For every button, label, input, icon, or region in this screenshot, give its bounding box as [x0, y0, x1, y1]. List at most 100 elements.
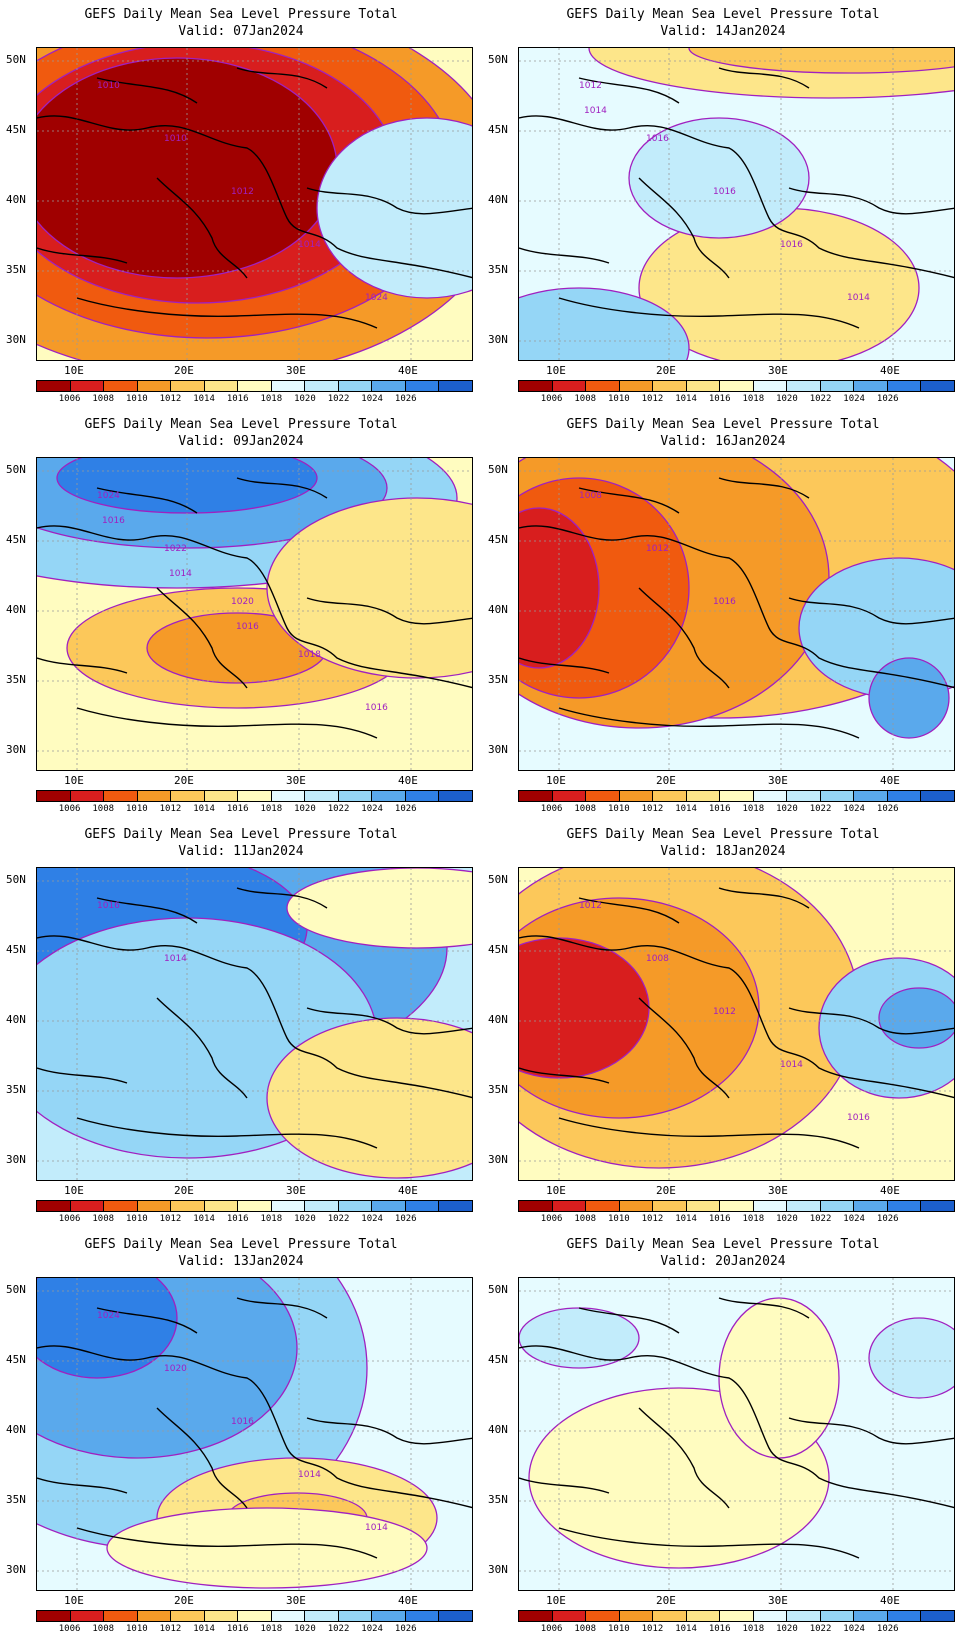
- latitude-label: 50N: [488, 873, 508, 886]
- colorbar-tick-label: 1012: [641, 1214, 664, 1224]
- colorbar-tick-label: 1008: [92, 1214, 115, 1224]
- colorbar: [36, 790, 473, 802]
- colorbar-swatch: [338, 1611, 373, 1621]
- colorbar-tick-label: 1008: [92, 1624, 115, 1634]
- contour-label: 1014: [365, 1523, 388, 1533]
- colorbar: [36, 380, 473, 392]
- panel-title: GEFS Daily Mean Sea Level Pressure Total: [566, 7, 880, 22]
- pressure-contour: [878, 987, 954, 1049]
- longitude-label: 20E: [656, 1184, 676, 1197]
- colorbar-swatch: [887, 791, 922, 801]
- colorbar-swatch: [619, 1201, 654, 1211]
- colorbar-swatch: [439, 381, 472, 391]
- contour-label: 1016: [97, 901, 120, 911]
- colorbar-swatch: [552, 791, 587, 801]
- colorbar-swatch: [204, 1611, 239, 1621]
- contour-label: 1010: [97, 81, 120, 91]
- colorbar-swatch: [854, 1201, 888, 1211]
- colorbar-swatch: [820, 381, 855, 391]
- longitude-label: 10E: [546, 774, 566, 787]
- colorbar-tick-label: 1022: [809, 804, 832, 814]
- colorbar-tick-label: 1012: [159, 1214, 182, 1224]
- colorbar-swatch: [70, 381, 105, 391]
- colorbar-swatch: [586, 791, 620, 801]
- latitude-label: 50N: [488, 1283, 508, 1296]
- longitude-label: 40E: [880, 1594, 900, 1607]
- contour-label: 1016: [713, 187, 736, 197]
- latitude-label: 45N: [488, 943, 508, 956]
- colorbar-swatch: [820, 1201, 855, 1211]
- panel-valid-date: Valid: 14Jan2024: [660, 24, 786, 39]
- colorbar-tick-label: 1014: [675, 394, 697, 404]
- colorbar-swatch: [305, 381, 339, 391]
- map-canvas: 1012 1016 1016 1016 1014 1014: [519, 48, 954, 360]
- pressure-map: 1012 1016 1016 1016 1014 1014: [518, 47, 955, 361]
- colorbar-tick-label: 1026: [394, 804, 417, 814]
- colorbar-swatch: [586, 1201, 620, 1211]
- longitude-label: 30E: [768, 364, 788, 377]
- pressure-contour: [718, 1297, 840, 1459]
- colorbar-swatch: [338, 791, 373, 801]
- latitude-label: 30N: [488, 333, 508, 346]
- colorbar-tick-label: 1010: [126, 804, 148, 814]
- colorbar-swatch: [372, 381, 406, 391]
- colorbar-tick-label: 1006: [58, 1214, 81, 1224]
- longitude-label: 30E: [286, 774, 306, 787]
- coastline-borders: [37, 67, 472, 329]
- colorbar-tick-label: 1014: [193, 804, 215, 814]
- pressure-contour: [688, 48, 954, 74]
- contour-label: 1012: [231, 187, 254, 197]
- colorbar-swatch: [238, 1201, 272, 1211]
- latitude-label: 30N: [488, 1153, 508, 1166]
- contour-label: 1016: [236, 622, 259, 632]
- contour-label: 1012: [579, 81, 602, 91]
- latitude-label: 40N: [6, 1013, 26, 1026]
- colorbar-tick-label: 1016: [708, 394, 731, 404]
- panel-title: GEFS Daily Mean Sea Level Pressure Total: [84, 827, 398, 842]
- coastline-borders: [37, 887, 472, 1149]
- colorbar-tick-label: 1018: [742, 394, 765, 404]
- panel-title: GEFS Daily Mean Sea Level Pressure Total: [84, 1237, 398, 1252]
- colorbar-tick-label: 1008: [574, 804, 597, 814]
- colorbar-tick-label: 1024: [361, 1624, 383, 1634]
- map-panel: GEFS Daily Mean Sea Level Pressure Total…: [0, 820, 482, 1230]
- longitude-label: 40E: [398, 1184, 418, 1197]
- pressure-contour: [316, 117, 472, 299]
- contour-label: 1022: [164, 544, 187, 554]
- colorbar-ticks: 1006 1008 1010 1012 1014 1016 1018 1020 1022 1024…: [518, 1624, 955, 1636]
- colorbar-tick-label: 1006: [540, 1214, 563, 1224]
- map-panel: GEFS Daily Mean Sea Level Pressure Total…: [482, 410, 964, 820]
- colorbar-swatch: [171, 1201, 205, 1211]
- panel-valid-date: Valid: 11Jan2024: [178, 844, 304, 859]
- contour-label: 1016: [646, 134, 669, 144]
- map-panel: GEFS Daily Mean Sea Level Pressure Total…: [482, 1230, 964, 1640]
- contour-label: 1016: [231, 1417, 254, 1427]
- colorbar-swatch: [921, 1201, 954, 1211]
- pressure-map: 1016 1014: [36, 867, 473, 1181]
- colorbar-swatch: [686, 791, 721, 801]
- colorbar: [36, 1610, 473, 1622]
- contour-label: 1014: [169, 569, 192, 579]
- colorbar-swatch: [171, 791, 205, 801]
- colorbar-tick-label: 1014: [675, 804, 697, 814]
- colorbar-ticks: 1006 1008 1010 1012 1014 1016 1018 1020 1022 1024…: [518, 394, 955, 406]
- panel-valid-date: Valid: 07Jan2024: [178, 24, 304, 39]
- contour-label: 1014: [847, 293, 870, 303]
- colorbar-swatch: [619, 1611, 654, 1621]
- panel-valid-date: Valid: 18Jan2024: [660, 844, 786, 859]
- pressure-contour: [519, 287, 690, 360]
- colorbar-swatch: [238, 381, 272, 391]
- colorbar-tick-label: 1022: [327, 804, 350, 814]
- colorbar-swatch: [37, 381, 71, 391]
- colorbar-swatch: [720, 791, 754, 801]
- coastline-borders: [519, 1297, 954, 1559]
- colorbar-tick-label: 1012: [159, 394, 182, 404]
- colorbar-tick-label: 1026: [876, 1624, 899, 1634]
- longitude-label: 30E: [286, 1594, 306, 1607]
- colorbar-tick-label: 1024: [843, 1214, 865, 1224]
- longitude-label: 40E: [398, 364, 418, 377]
- colorbar-swatch: [519, 1611, 553, 1621]
- colorbar-swatch: [820, 791, 855, 801]
- colorbar-swatch: [338, 1201, 373, 1211]
- colorbar-tick-label: 1012: [159, 1624, 182, 1634]
